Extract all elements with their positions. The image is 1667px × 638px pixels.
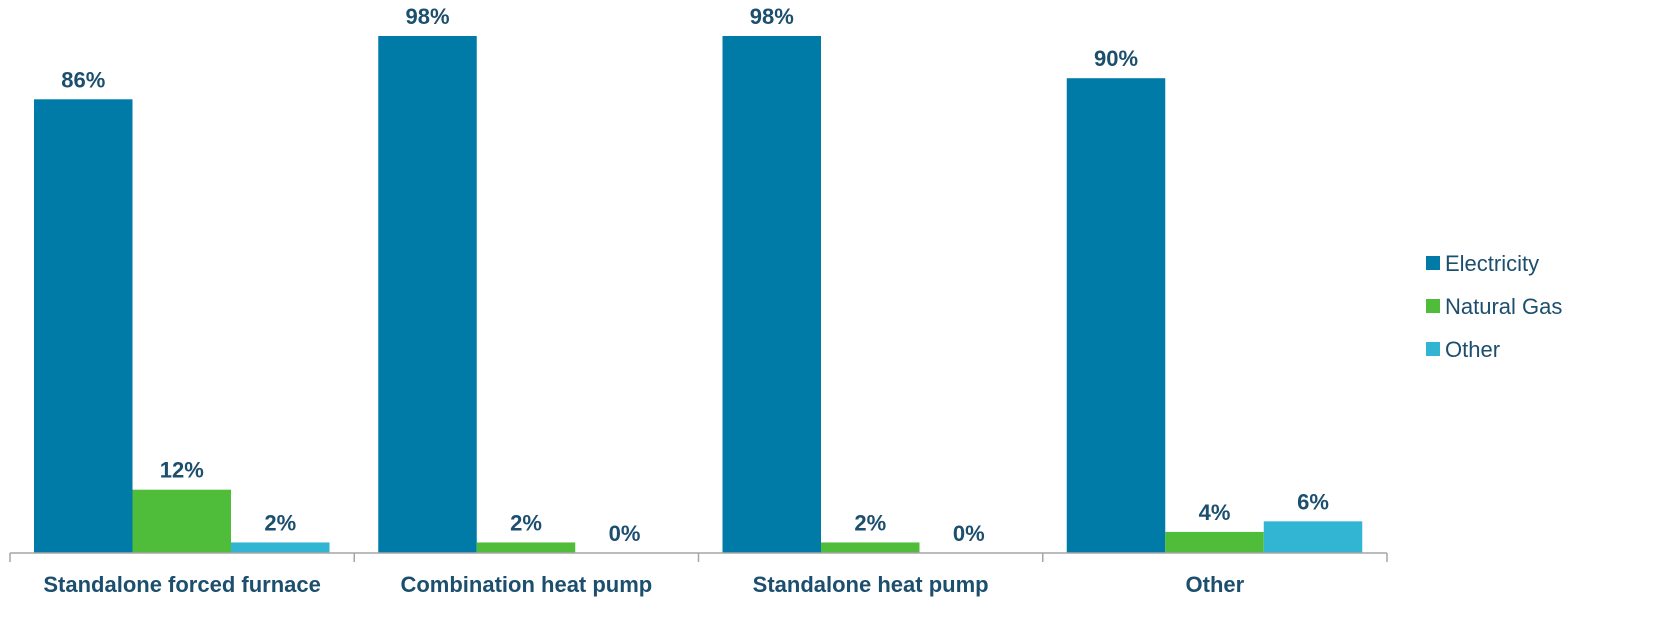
bar-electricity-3 [722,36,821,553]
legend-label-other: Other [1445,337,1500,362]
data-label-natural-gas-2: 2% [510,510,542,535]
bar-natural-gas-1 [132,489,231,553]
data-label-other-4: 6% [1297,489,1329,514]
x-axis-ticks [9,553,1388,562]
data-label-electricity-1: 86% [61,67,105,92]
data-label-other-1: 2% [264,510,296,535]
legend-label-natural-gas: Natural Gas [1445,294,1562,319]
data-label-natural-gas-4: 4% [1199,500,1231,525]
legend-swatch-electricity [1426,256,1440,270]
data-label-electricity-4: 90% [1094,46,1138,71]
data-label-other-3: 0% [953,521,985,546]
category-label-2: Combination heat pump [400,572,652,597]
data-label-electricity-2: 98% [405,4,449,29]
bar-natural-gas-2 [476,542,576,553]
bar-labels-group: 86% 12% 2% 98% 2% 0% 98% 2% 0% 90% 4% 6% [61,4,1329,546]
category-labels: Standalone forced furnace Combination hea… [43,572,1244,597]
bar-electricity-2 [378,36,477,553]
bar-electricity-1 [34,99,133,553]
bar-natural-gas-3 [821,542,920,553]
data-label-electricity-3: 98% [750,4,794,29]
legend-label-electricity: Electricity [1445,251,1539,276]
bar-other-4 [1263,521,1363,553]
data-label-natural-gas-3: 2% [854,510,886,535]
bar-other-1 [231,542,330,553]
category-label-4: Other [1186,572,1245,597]
legend-swatch-natural-gas [1426,299,1440,313]
bars-group [34,36,1363,554]
category-label-3: Standalone heat pump [753,572,989,597]
legend: Electricity Natural Gas Other [1426,251,1562,362]
data-label-other-2: 0% [609,521,641,546]
bar-electricity-4 [1066,78,1166,554]
bar-natural-gas-4 [1165,531,1264,553]
legend-swatch-other [1426,342,1440,356]
category-label-1: Standalone forced furnace [43,572,321,597]
data-label-natural-gas-1: 12% [160,458,204,483]
